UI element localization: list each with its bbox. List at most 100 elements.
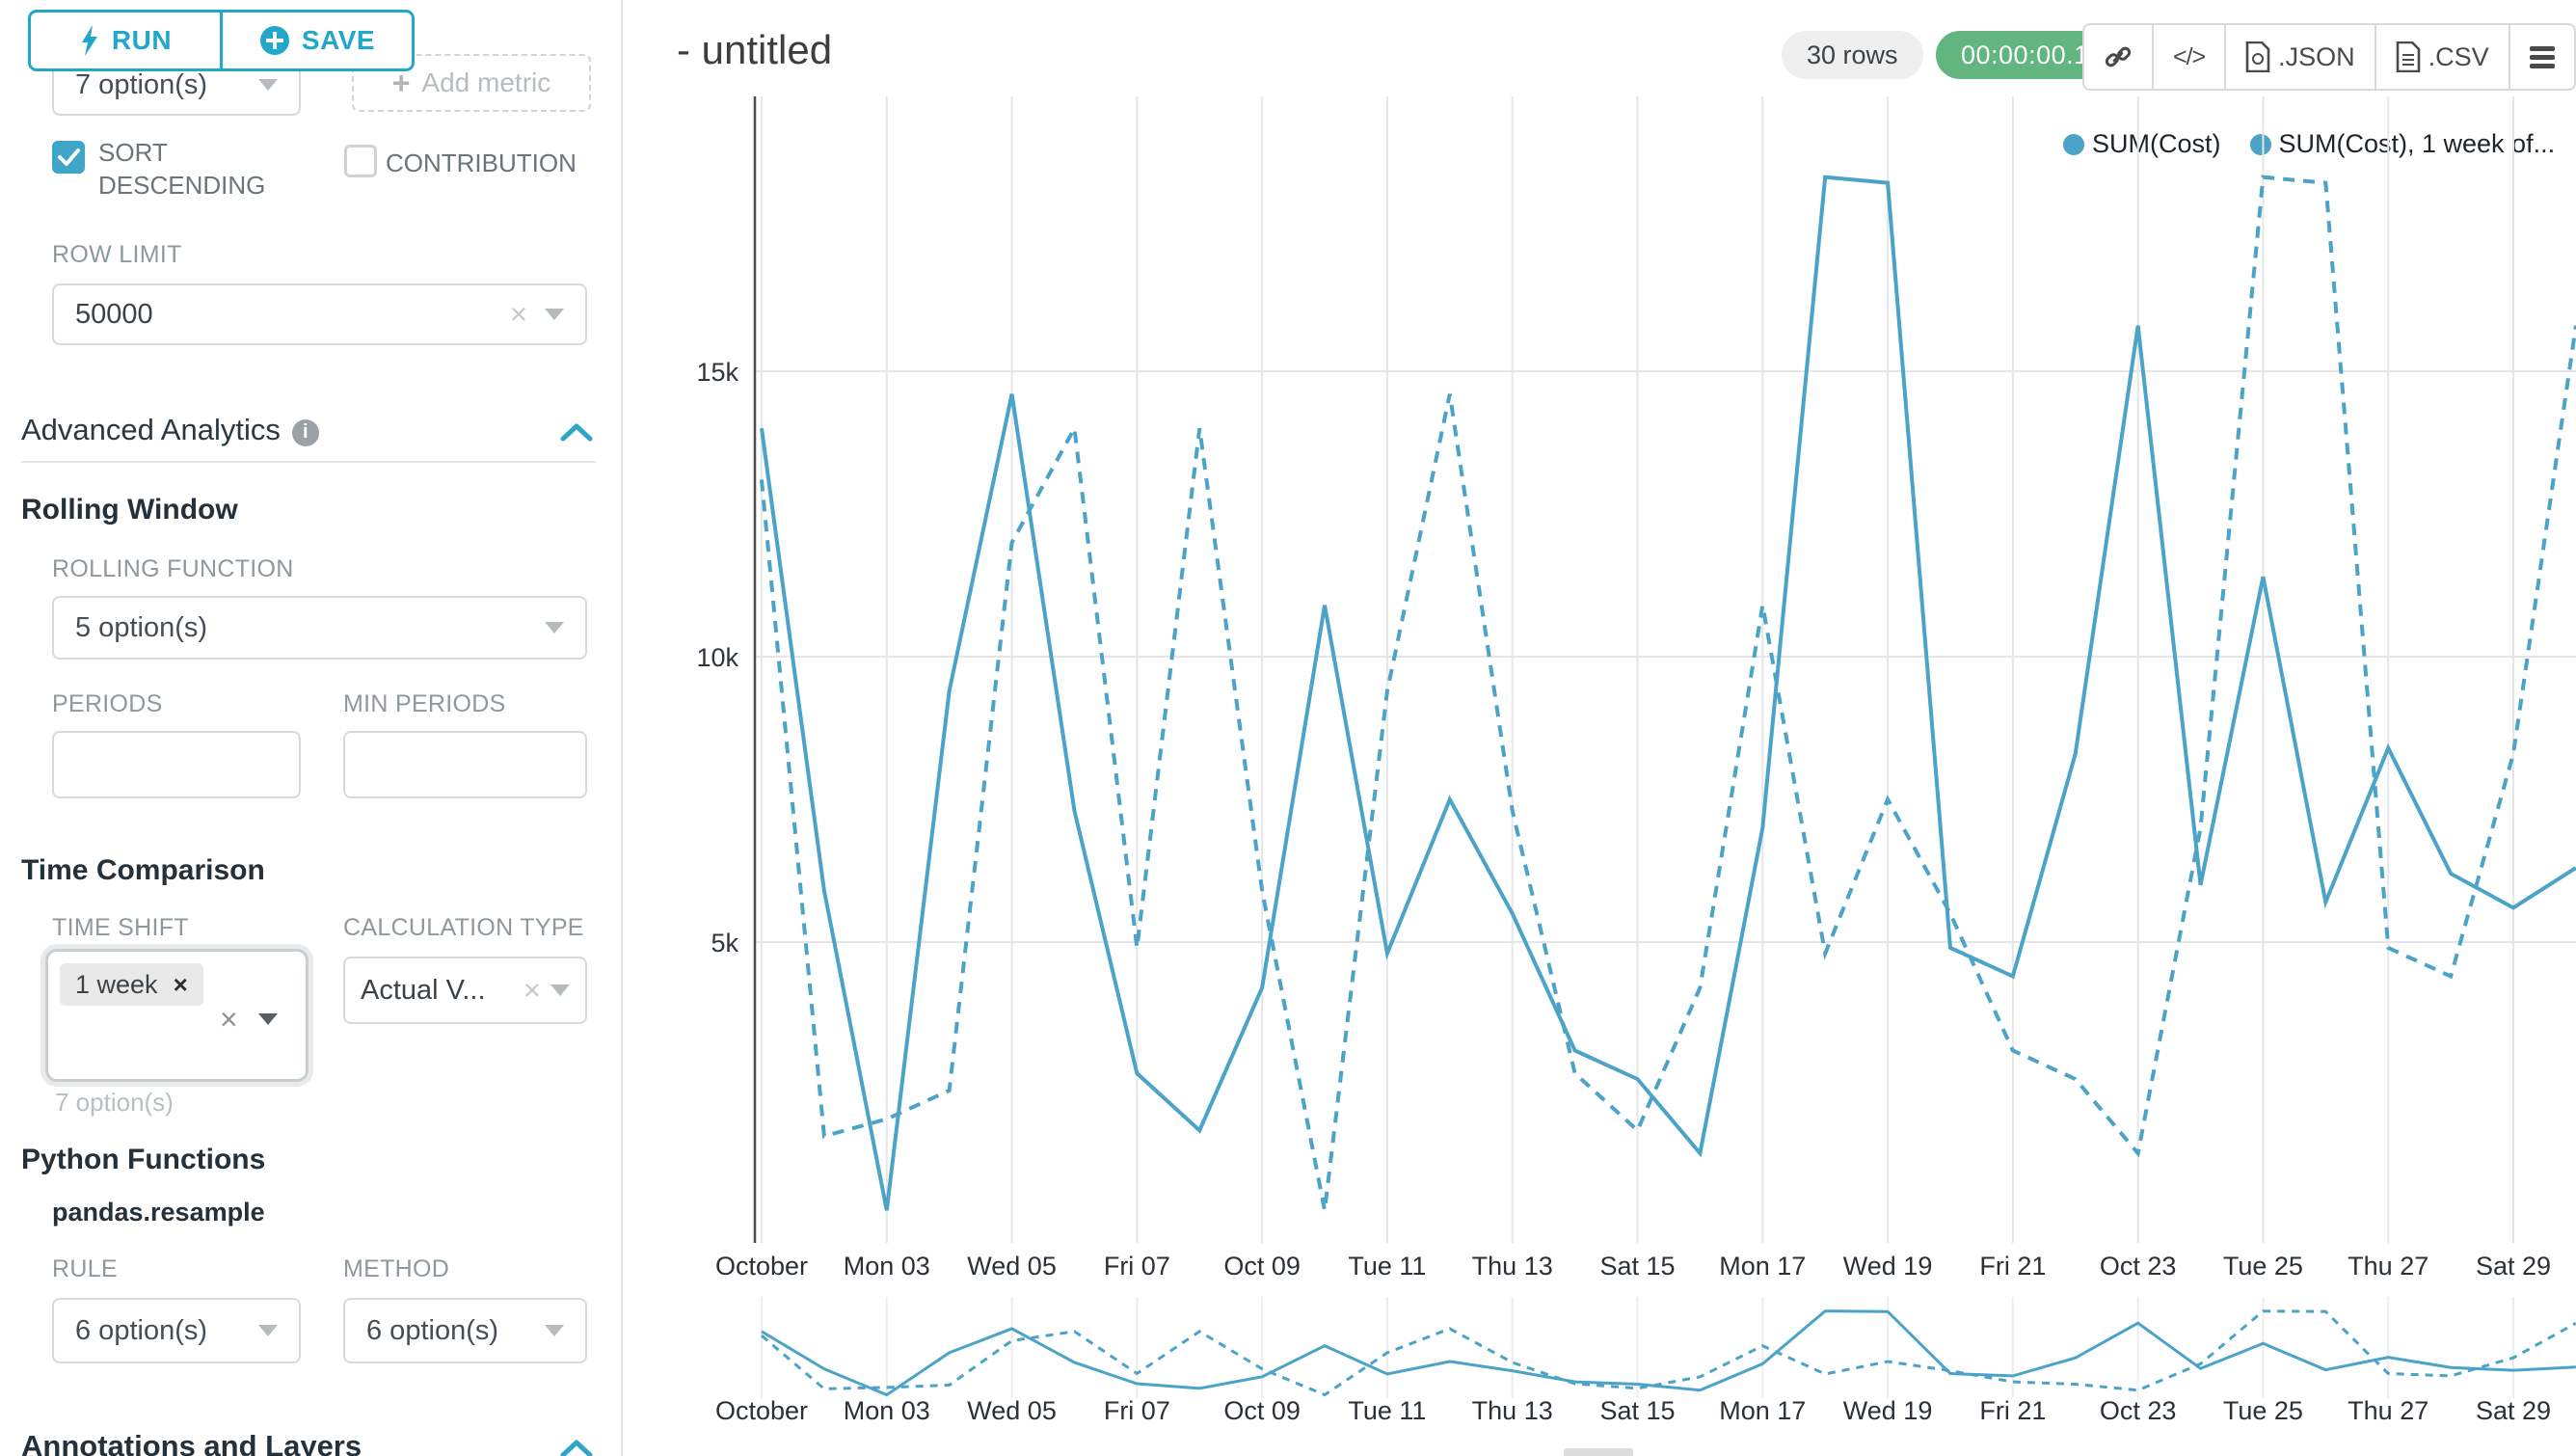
chevron-up-icon[interactable] bbox=[557, 420, 596, 445]
rolling-function-label: ROLLING FUNCTION bbox=[52, 555, 294, 582]
series-line-sum-cost bbox=[760, 175, 2576, 1211]
time-shift-hint: 7 option(s) bbox=[55, 1088, 174, 1117]
caret-down-icon[interactable] bbox=[550, 984, 570, 996]
pandas-resample-label: pandas.resample bbox=[52, 1198, 265, 1227]
row-count-badge: 30 rows bbox=[1782, 31, 1923, 79]
caret-down-icon[interactable] bbox=[545, 1325, 564, 1336]
advanced-analytics-title: Advanced Analytics bbox=[21, 413, 281, 446]
caret-down-icon[interactable] bbox=[258, 79, 278, 91]
contribution-label: CONTRIBUTION bbox=[386, 148, 577, 177]
scrollbar-handle[interactable] bbox=[1564, 1448, 1633, 1456]
mini-x-axis-tick-label: Oct 23 bbox=[2100, 1396, 2177, 1425]
check-icon bbox=[58, 148, 80, 166]
x-axis-tick-label: Tue 11 bbox=[1348, 1252, 1426, 1281]
control-panel: RUN SAVE 7 option(s) + Add metric SORT D… bbox=[0, 0, 623, 1456]
x-axis-tick-label: Sat 15 bbox=[1599, 1252, 1675, 1281]
mini-x-axis-tick-label: Sat 29 bbox=[2476, 1396, 2551, 1425]
info-icon: i bbox=[291, 418, 319, 446]
mini-series-line-sum-cost-1-week-offset bbox=[761, 1309, 2576, 1397]
plus-circle-icon bbox=[259, 26, 289, 55]
x-axis-tick-label: Thu 27 bbox=[2348, 1252, 2428, 1281]
embed-code-button[interactable]: </> bbox=[2152, 25, 2224, 89]
save-button[interactable]: SAVE bbox=[220, 13, 412, 68]
x-axis-tick-label: October bbox=[715, 1252, 808, 1281]
more-options-button[interactable] bbox=[2508, 25, 2574, 89]
caret-down-icon[interactable] bbox=[258, 1013, 278, 1025]
rule-select[interactable]: 6 option(s) bbox=[52, 1298, 301, 1363]
download-csv-button[interactable]: .CSV bbox=[2374, 25, 2509, 89]
x-axis-tick-label: Fri 21 bbox=[1979, 1252, 2046, 1281]
y-axis-tick-label: 15k bbox=[696, 358, 738, 387]
y-axis-tick-label: 5k bbox=[711, 929, 738, 957]
x-axis-tick-label: Oct 09 bbox=[1223, 1252, 1301, 1281]
time-comparison-title: Time Comparison bbox=[21, 854, 265, 886]
legend-item-sum-cost-offset[interactable]: SUM(Cost), 1 week of... bbox=[2249, 129, 2556, 159]
plus-icon: + bbox=[391, 65, 411, 100]
method-value: 6 option(s) bbox=[366, 1314, 499, 1346]
chart-title[interactable]: - untitled bbox=[677, 27, 833, 72]
caret-down-icon[interactable] bbox=[258, 1325, 278, 1336]
file-icon bbox=[2245, 41, 2270, 72]
link-icon bbox=[2105, 46, 2132, 67]
legend-item-sum-cost[interactable]: SUM(Cost) bbox=[2063, 129, 2221, 159]
method-label: METHOD bbox=[343, 1255, 450, 1282]
caret-down-icon[interactable] bbox=[545, 622, 564, 634]
contribution-checkbox[interactable] bbox=[344, 145, 377, 177]
add-metric-label: Add metric bbox=[421, 67, 551, 97]
export-toolbar: </> .JSON .CSV bbox=[2082, 23, 2576, 91]
add-metric-button[interactable]: + Add metric bbox=[352, 54, 591, 112]
metrics-select-value: 7 option(s) bbox=[75, 68, 208, 100]
min-periods-input[interactable] bbox=[343, 731, 587, 798]
time-shift-label: TIME SHIFT bbox=[52, 914, 189, 941]
mini-x-axis-tick-label: Thu 27 bbox=[2348, 1396, 2428, 1425]
mini-x-axis-tick-label: October bbox=[715, 1396, 808, 1425]
copy-link-button[interactable] bbox=[2084, 25, 2152, 89]
x-axis-tick-label: Tue 25 bbox=[2223, 1252, 2303, 1281]
sort-descending-checkbox[interactable] bbox=[52, 141, 85, 174]
main-chart-area[interactable] bbox=[755, 96, 2576, 1244]
periods-label: PERIODS bbox=[52, 690, 163, 717]
calculation-type-select[interactable]: Actual V... × bbox=[343, 957, 587, 1024]
rolling-window-title: Rolling Window bbox=[21, 494, 238, 526]
x-icon[interactable]: × bbox=[220, 1002, 238, 1037]
mini-x-axis-tick-label: Mon 03 bbox=[844, 1396, 930, 1425]
rule-label: RULE bbox=[52, 1255, 118, 1282]
periods-input[interactable] bbox=[52, 731, 301, 798]
mini-chart-brush[interactable] bbox=[755, 1292, 2576, 1403]
python-functions-title: Python Functions bbox=[21, 1144, 266, 1175]
min-periods-label: MIN PERIODS bbox=[343, 690, 506, 717]
row-limit-value: 50000 bbox=[75, 298, 153, 330]
mini-x-axis-tick-label: Fri 07 bbox=[1104, 1396, 1170, 1425]
mini-x-axis-tick-label: Thu 13 bbox=[1472, 1396, 1553, 1425]
time-shift-tag-label: 1 week bbox=[75, 969, 158, 999]
time-shift-tag: 1 week × bbox=[60, 963, 203, 1006]
mini-x-axis-tick-label: Tue 11 bbox=[1348, 1396, 1426, 1425]
menu-icon bbox=[2529, 42, 2555, 72]
mini-x-axis-tick-label: Sat 15 bbox=[1599, 1396, 1675, 1425]
run-button[interactable]: RUN bbox=[31, 13, 220, 68]
sort-descending-label: SORT DESCENDING bbox=[98, 138, 266, 201]
download-json-button[interactable]: .JSON bbox=[2224, 25, 2375, 89]
chart-legend: SUM(Cost) SUM(Cost), 1 week of... bbox=[2063, 129, 2555, 159]
calculation-type-label: CALCULATION TYPE bbox=[343, 914, 584, 941]
method-select[interactable]: 6 option(s) bbox=[343, 1298, 587, 1363]
legend-dot bbox=[2063, 133, 2084, 155]
advanced-analytics-header[interactable]: Advanced Analytics i bbox=[21, 413, 319, 447]
x-icon[interactable]: × bbox=[173, 969, 188, 999]
row-limit-label: ROW LIMIT bbox=[52, 241, 182, 268]
legend-dot bbox=[2249, 133, 2271, 155]
time-shift-select[interactable]: 1 week × × bbox=[45, 949, 309, 1082]
chevron-up-icon[interactable] bbox=[557, 1437, 596, 1456]
x-axis-tick-label: Mon 03 bbox=[844, 1252, 930, 1281]
row-limit-select[interactable]: 50000 × bbox=[52, 283, 587, 345]
x-icon[interactable]: × bbox=[509, 297, 527, 331]
legend-label: SUM(Cost), 1 week of... bbox=[2278, 129, 2556, 158]
rolling-function-select[interactable]: 5 option(s) bbox=[52, 596, 587, 660]
mini-x-axis-tick-label: Wed 19 bbox=[1843, 1396, 1933, 1425]
series-line-sum-cost-1-week-offset bbox=[760, 175, 2576, 1211]
rolling-function-value: 5 option(s) bbox=[75, 611, 208, 643]
caret-down-icon[interactable] bbox=[545, 309, 564, 320]
x-icon[interactable]: × bbox=[523, 973, 541, 1007]
